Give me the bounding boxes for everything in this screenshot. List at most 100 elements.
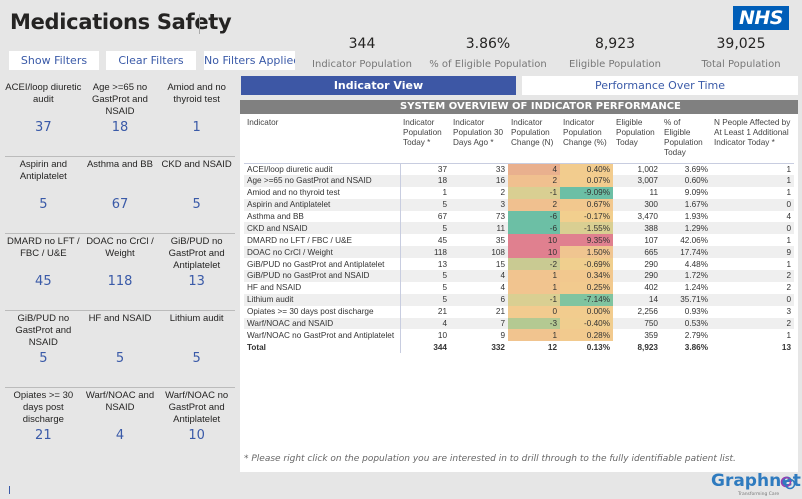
- column-header[interactable]: N People Affected by At Least 1 Addition…: [711, 117, 794, 164]
- table-row[interactable]: CKD and NSAID 5 11 -6 -1.55% 388 1.29% 0: [244, 222, 794, 235]
- indicator-tile[interactable]: ACEI/loop diuretic audit 37: [5, 80, 82, 156]
- table-row[interactable]: Amiod and no thyroid test 1 2 -1 -9.09% 11 9.0…: [244, 186, 794, 199]
- table-cell[interactable]: 7: [450, 317, 508, 330]
- table-cell[interactable]: 1: [786, 164, 791, 174]
- table-cell[interactable]: 5: [399, 281, 450, 294]
- table-cell[interactable]: 118: [399, 246, 450, 259]
- table-cell[interactable]: 17.74%: [661, 246, 711, 259]
- table-cell[interactable]: GiB/PUD no GastProt and NSAID: [244, 270, 400, 282]
- table-cell[interactable]: -9.09%: [560, 186, 613, 199]
- table-cell[interactable]: 1.24%: [684, 283, 708, 293]
- table-cell[interactable]: 4: [399, 317, 450, 330]
- tile-value[interactable]: 37: [35, 120, 52, 135]
- table-cell[interactable]: -1: [508, 186, 560, 199]
- table-cell[interactable]: -0.69%: [560, 258, 613, 271]
- table-cell[interactable]: GiB/PUD no GastProt and Antiplatelet: [247, 259, 385, 269]
- table-cell[interactable]: 13: [399, 258, 450, 271]
- table-row[interactable]: Warf/NOAC no GastProt and Antiplatelet 10…: [244, 329, 794, 342]
- table-cell[interactable]: HF and NSAID: [247, 283, 302, 293]
- table-cell[interactable]: 2.79%: [684, 330, 708, 340]
- table-cell[interactable]: 1: [786, 188, 791, 198]
- table-cell[interactable]: 1.72%: [661, 270, 711, 282]
- show-filters-button[interactable]: Show Filters: [9, 51, 99, 70]
- table-cell[interactable]: 21: [495, 307, 505, 317]
- table-cell[interactable]: 33: [495, 164, 505, 174]
- table-cell[interactable]: Warf/NOAC and NSAID: [244, 317, 400, 330]
- table-cell[interactable]: -1: [508, 293, 560, 306]
- table-cell[interactable]: 42.06%: [680, 235, 708, 245]
- table-cell[interactable]: 290: [644, 259, 658, 269]
- table-cell[interactable]: 9.09%: [684, 188, 708, 198]
- table-cell[interactable]: 5: [399, 198, 450, 211]
- table-cell[interactable]: 9: [711, 246, 794, 259]
- tile-value[interactable]: 18: [111, 120, 129, 135]
- tile-value[interactable]: 5: [192, 351, 201, 366]
- table-cell[interactable]: CKD and NSAID: [244, 222, 400, 235]
- table-cell[interactable]: 2: [508, 198, 560, 211]
- table-cell[interactable]: 0.28%: [560, 329, 613, 342]
- tile-value[interactable]: 5: [39, 197, 48, 212]
- table-row[interactable]: Warf/NOAC and NSAID 4 7 -3 -0.40% 750 0.53% 2: [244, 317, 794, 330]
- table-cell[interactable]: 107: [644, 235, 658, 245]
- tile-value[interactable]: 45: [35, 274, 52, 289]
- table-cell[interactable]: 35.71%: [661, 293, 711, 306]
- table-cell[interactable]: 0.40%: [560, 163, 613, 175]
- table-row[interactable]: ACEI/loop diuretic audit 37 33 4 0.40% 1,002 3…: [244, 163, 794, 175]
- table-cell[interactable]: -6: [508, 210, 560, 223]
- table-cell[interactable]: Opiates >= 30 days post discharge: [247, 307, 374, 317]
- table-cell[interactable]: 15: [495, 259, 505, 269]
- table-row[interactable]: Aspirin and Antiplatelet 5 3 2 0.67% 300 1.67%…: [244, 198, 794, 211]
- table-cell[interactable]: 1: [399, 186, 450, 199]
- table-cell[interactable]: 2: [711, 317, 794, 330]
- column-header[interactable]: Indicator: [244, 117, 400, 164]
- indicator-tile[interactable]: Warf/NOAC and NSAID 4: [82, 388, 159, 465]
- table-cell[interactable]: 4: [450, 270, 508, 282]
- table-cell[interactable]: 1.67%: [661, 198, 711, 211]
- indicator-tile[interactable]: Aspirin and Antiplatelet 5: [5, 157, 82, 233]
- table-cell[interactable]: 1: [786, 330, 791, 340]
- table-cell[interactable]: ACEI/loop diuretic audit: [247, 164, 333, 174]
- table-row[interactable]: HF and NSAID 5 4 1 0.25% 402 1.24% 2: [244, 281, 794, 294]
- table-cell[interactable]: 2: [508, 174, 560, 187]
- table-cell[interactable]: 359: [644, 330, 658, 340]
- table-cell[interactable]: 14: [613, 293, 661, 306]
- column-header[interactable]: Indicator Population Change (N): [508, 117, 560, 164]
- table-cell[interactable]: 2,256: [637, 307, 659, 317]
- table-cell[interactable]: 6: [450, 293, 508, 306]
- tile-value[interactable]: 10: [188, 428, 205, 443]
- table-cell[interactable]: 665: [613, 246, 661, 259]
- table-cell[interactable]: 0.60%: [661, 174, 711, 187]
- table-cell[interactable]: 45: [399, 234, 450, 247]
- table-cell[interactable]: 2: [786, 283, 791, 293]
- table-cell[interactable]: 750: [613, 317, 661, 330]
- table-cell[interactable]: DMARD no LFT / FBC / U&E: [247, 235, 352, 245]
- table-cell[interactable]: 0: [711, 198, 794, 211]
- table-cell[interactable]: 1: [786, 235, 791, 245]
- table-cell[interactable]: 10: [399, 329, 450, 342]
- table-cell[interactable]: 1: [711, 174, 794, 187]
- tile-value[interactable]: 5: [192, 197, 201, 212]
- table-cell[interactable]: -0.17%: [560, 210, 613, 223]
- table-cell[interactable]: 1.93%: [684, 212, 708, 221]
- table-cell[interactable]: 0.34%: [560, 270, 613, 282]
- table-cell[interactable]: 37: [399, 163, 450, 175]
- table-cell[interactable]: 1: [508, 270, 560, 282]
- table-cell[interactable]: 9: [500, 330, 505, 340]
- table-cell[interactable]: Age >=65 no GastProt and NSAID: [244, 174, 400, 187]
- tile-value[interactable]: 13: [188, 274, 205, 289]
- tile-value[interactable]: 4: [115, 428, 125, 443]
- table-row[interactable]: DOAC no CrCl / Weight 118 108 10 1.50% 665 17.…: [244, 246, 794, 259]
- table-row[interactable]: Opiates >= 30 days post discharge 21 21 0 0.…: [244, 305, 794, 318]
- table-cell[interactable]: 402: [644, 283, 658, 293]
- indicator-tile[interactable]: HF and NSAID 5: [82, 311, 159, 387]
- tile-value[interactable]: 5: [115, 351, 125, 366]
- table-cell[interactable]: 4: [508, 163, 560, 175]
- column-header[interactable]: Indicator Population Today *: [400, 117, 450, 164]
- tile-value[interactable]: 67: [111, 197, 129, 212]
- table-cell[interactable]: 35: [495, 235, 505, 245]
- table-cell[interactable]: 73: [495, 212, 505, 221]
- table-cell[interactable]: 16: [450, 174, 508, 187]
- table-cell[interactable]: -7.14%: [560, 293, 613, 306]
- table-cell[interactable]: 1: [508, 281, 560, 294]
- table-cell[interactable]: DOAC no CrCl / Weight: [244, 246, 400, 259]
